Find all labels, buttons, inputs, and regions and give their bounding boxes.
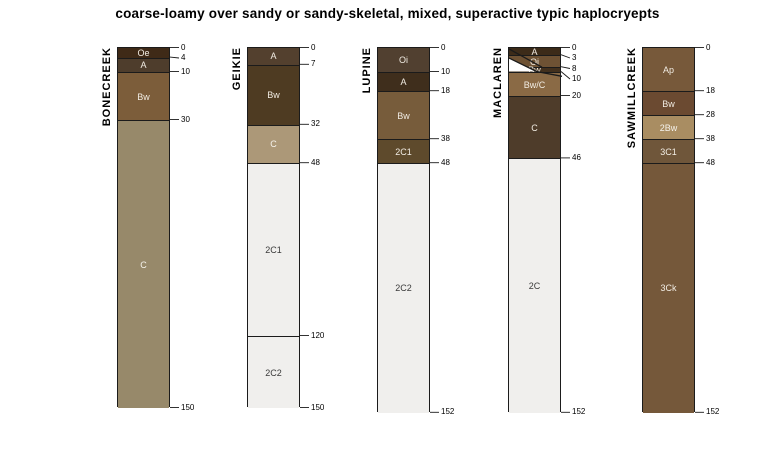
depth-label: 10 [441,66,450,76]
horizon-oi: Oi [378,48,429,72]
depth-label: 38 [706,133,715,143]
depth-label: 48 [706,157,715,167]
profile-lupine: LUPINE Oi A Bw 2C1 2C2 0 10 18 38 48 152 [355,42,468,432]
depth-label: 7 [311,59,316,69]
profile-name-label: BONECREEK [101,47,113,127]
horizon-bw: Bw [248,64,299,125]
depth-label: 10 [181,66,190,76]
profile-name-label: SAWMILLCREEK [626,47,638,149]
horizon-3ck: 3Ck [643,163,694,413]
depth-label: 0 [572,42,577,52]
horizon-2c: 2C [509,158,560,413]
horizon-bw: Bw [643,91,694,116]
depth-label: 8 [572,63,577,73]
depth-label: 18 [441,85,450,95]
profile-bonecreek: BONECREEK Oe A Bw C 0 4 10 30 150 [95,42,208,427]
depth-label: 10 [572,74,581,83]
depth-label: 3 [572,53,577,62]
horizon-2c1: 2C1 [378,139,429,164]
depth-leader-lines [560,47,571,413]
depth-label: 30 [181,114,190,124]
depth-label: 0 [181,42,186,52]
depth-leader-lines [300,47,309,408]
horizon-2c2: 2C2 [378,163,429,413]
horizon-2c2: 2C2 [248,336,299,408]
depth-label: 152 [572,407,586,417]
depth-leader-lines [169,47,180,408]
chart-title: coarse-loamy over sandy or sandy-skeleta… [115,6,660,21]
depth-label: 150 [181,402,195,412]
soil-column: Oe A Bw C [117,47,170,408]
depth-label: 32 [311,119,320,129]
horizon-a: A [509,47,560,56]
depth-label: 150 [311,402,325,412]
horizon-3c1: 3C1 [643,139,694,164]
depth-label: 48 [311,157,320,167]
horizon-a: A [118,57,169,72]
horizon-c: C [118,120,169,408]
depth-label: 4 [181,53,186,62]
depth-label: 18 [706,85,715,95]
depth-label: 0 [311,42,316,52]
depth-label: 46 [572,152,581,162]
profile-maclaren: MACLAREN A Oi Bw Bw/C C 2C 0 3 8 10 20 46 152 [486,42,599,432]
depth-label: 48 [441,157,450,167]
depth-label: 20 [572,90,581,100]
depth-label: 120 [311,330,325,340]
horizon-c: C [509,96,560,159]
horizon-2c1: 2C1 [248,163,299,336]
profile-sawmillcreek: SAWMILLCREEK Ap Bw 2Bw 3C1 3Ck 0 18 28 38 48 152 [620,42,733,432]
horizon-a: A [378,72,429,92]
horizon-bw: Bw [118,72,169,120]
horizon-bw-c: Bw/C [509,72,560,96]
horizon-a: A [248,48,299,65]
horizon-oe: Oe [118,48,169,58]
horizon-bw: Bw [378,91,429,140]
depth-label: 152 [441,407,455,417]
depth-label: 0 [441,42,446,52]
soil-column: Ap Bw 2Bw 3C1 3Ck [642,47,695,413]
soil-column: A Bw C 2C1 2C2 [247,47,300,408]
soil-column: A Oi Bw Bw/C C 2C [508,47,563,413]
profile-name-label: MACLAREN [492,47,504,118]
horizon-ap: Ap [643,48,694,92]
horizon-c: C [248,124,299,164]
profile-name-label: GEIKIE [231,47,243,91]
depth-label: 28 [706,109,715,119]
profile-name-label: LUPINE [361,47,373,94]
horizon-2bw: 2Bw [643,115,694,140]
depth-label: 0 [706,42,711,52]
depth-label: 38 [441,133,450,143]
soil-column: Oi A Bw 2C1 2C2 [377,47,430,413]
profile-geikie: GEIKIE A Bw C 2C1 2C2 0 7 32 48 120 150 [225,42,338,427]
depth-leader-lines [695,47,704,413]
depth-label: 152 [706,407,720,417]
depth-leader-lines [430,47,439,413]
